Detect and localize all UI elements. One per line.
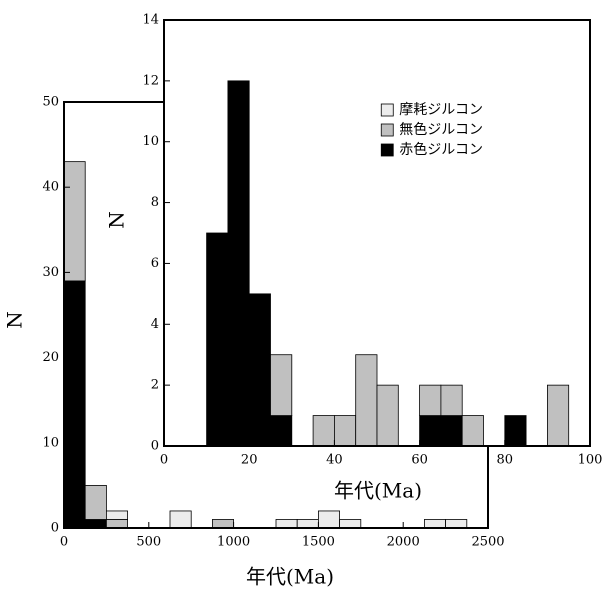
bar <box>270 415 293 447</box>
x-axis-label: 年代(Ma) <box>334 479 422 503</box>
plot-frame <box>163 19 591 447</box>
x-tick-label: 60 <box>411 453 428 468</box>
legend-swatch <box>380 103 394 117</box>
bar <box>63 161 86 282</box>
bar <box>423 519 446 529</box>
x-tick-label: 1500 <box>302 535 335 550</box>
bar <box>504 415 527 447</box>
legend-label: 摩耗ジルコン <box>399 101 483 118</box>
y-tick-label: 2 <box>151 378 159 393</box>
legend-swatch <box>380 143 394 157</box>
legend-label: 赤色ジルコン <box>399 141 483 158</box>
bar <box>169 510 192 529</box>
bar <box>211 519 234 529</box>
bar <box>419 384 442 416</box>
legend-swatch <box>380 123 394 137</box>
bar <box>206 232 229 447</box>
bar <box>419 415 442 447</box>
bar <box>317 510 340 529</box>
bar <box>376 384 399 447</box>
bar <box>270 354 293 416</box>
x-tick-label: 20 <box>241 453 258 468</box>
bar <box>106 510 129 520</box>
bar <box>248 293 271 447</box>
x-tick-label: 100 <box>578 453 603 468</box>
x-tick-label: 2000 <box>387 535 420 550</box>
y-tick-label: 20 <box>42 350 59 365</box>
histogram-panel: 0 20 40 60 80 100 0 2 4 6 8 10 12 14 年代(Ma) N 摩耗ジルコン無色ジル… <box>105 13 603 503</box>
bar <box>312 415 335 447</box>
bar <box>355 354 378 447</box>
bar <box>275 519 298 529</box>
y-tick-label: 40 <box>42 180 59 195</box>
y-tick-label: 10 <box>142 134 159 149</box>
x-tick-label: 500 <box>136 535 161 550</box>
x-tick-label: 0 <box>60 535 68 550</box>
x-tick-label: 0 <box>160 453 168 468</box>
x-tick-label: 40 <box>326 453 343 468</box>
y-tick-label: 10 <box>42 435 59 450</box>
bar <box>296 519 319 529</box>
x-axis-label: 年代(Ma) <box>246 565 334 589</box>
bar <box>63 280 86 529</box>
bar <box>84 484 107 520</box>
y-tick-label: 14 <box>142 13 159 28</box>
bar <box>106 519 129 529</box>
y-axis-label: N <box>105 211 129 229</box>
y-axis-label: N <box>3 311 27 329</box>
x-tick-label: 1000 <box>217 535 250 550</box>
bar <box>445 519 468 529</box>
y-tick-label: 6 <box>151 256 159 271</box>
bar <box>547 384 570 447</box>
bar <box>440 384 463 416</box>
y-tick-label: 50 <box>42 95 59 110</box>
y-tick-label: 4 <box>151 317 159 332</box>
bar <box>461 415 484 447</box>
bar <box>227 80 250 447</box>
y-tick-label: 8 <box>151 195 159 210</box>
y-tick-label: 0 <box>151 439 159 454</box>
x-tick-label: 80 <box>497 453 514 468</box>
x-tick-label: 2500 <box>471 535 504 550</box>
bar <box>339 519 362 529</box>
y-tick-label: 0 <box>51 521 59 536</box>
y-tick-label: 12 <box>142 73 159 88</box>
bar <box>333 415 357 447</box>
legend-label: 無色ジルコン <box>399 121 483 138</box>
y-tick-label: 30 <box>42 265 59 280</box>
bar <box>440 415 463 447</box>
bar <box>84 519 107 529</box>
